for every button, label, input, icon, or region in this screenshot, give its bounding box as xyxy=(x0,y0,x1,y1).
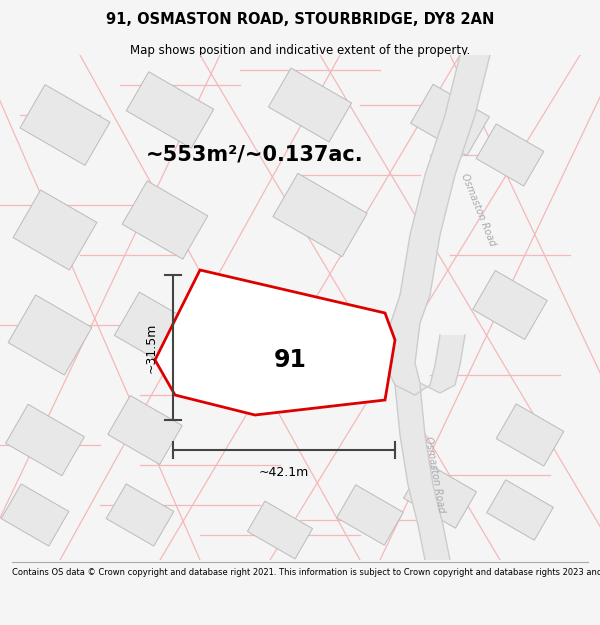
Polygon shape xyxy=(400,55,490,295)
Polygon shape xyxy=(122,181,208,259)
Polygon shape xyxy=(395,385,450,560)
Polygon shape xyxy=(496,404,564,466)
Polygon shape xyxy=(155,270,395,415)
Text: 91, OSMASTON ROAD, STOURBRIDGE, DY8 2AN: 91, OSMASTON ROAD, STOURBRIDGE, DY8 2AN xyxy=(106,12,494,27)
Polygon shape xyxy=(273,173,367,257)
Polygon shape xyxy=(115,292,196,368)
Text: Contains OS data © Crown copyright and database right 2021. This information is : Contains OS data © Crown copyright and d… xyxy=(12,568,600,577)
Polygon shape xyxy=(247,501,313,559)
Polygon shape xyxy=(108,396,182,464)
Polygon shape xyxy=(8,295,92,375)
Text: ~553m²/~0.137ac.: ~553m²/~0.137ac. xyxy=(146,145,364,165)
Polygon shape xyxy=(473,271,547,339)
Polygon shape xyxy=(476,124,544,186)
Polygon shape xyxy=(337,485,403,545)
Polygon shape xyxy=(126,72,214,148)
Text: ~31.5m: ~31.5m xyxy=(145,322,157,372)
Text: Osmaston Road: Osmaston Road xyxy=(459,173,497,248)
Polygon shape xyxy=(13,190,97,270)
Polygon shape xyxy=(5,404,85,476)
Polygon shape xyxy=(410,84,490,156)
Text: 91: 91 xyxy=(274,348,307,372)
Text: Osmaston Road: Osmaston Road xyxy=(424,436,446,514)
Polygon shape xyxy=(404,462,476,528)
Polygon shape xyxy=(1,484,69,546)
Text: Map shows position and indicative extent of the property.: Map shows position and indicative extent… xyxy=(130,44,470,57)
Polygon shape xyxy=(385,295,465,395)
Polygon shape xyxy=(20,84,110,166)
Polygon shape xyxy=(268,68,352,142)
Text: ~42.1m: ~42.1m xyxy=(259,466,309,479)
Polygon shape xyxy=(487,480,553,540)
Polygon shape xyxy=(106,484,174,546)
